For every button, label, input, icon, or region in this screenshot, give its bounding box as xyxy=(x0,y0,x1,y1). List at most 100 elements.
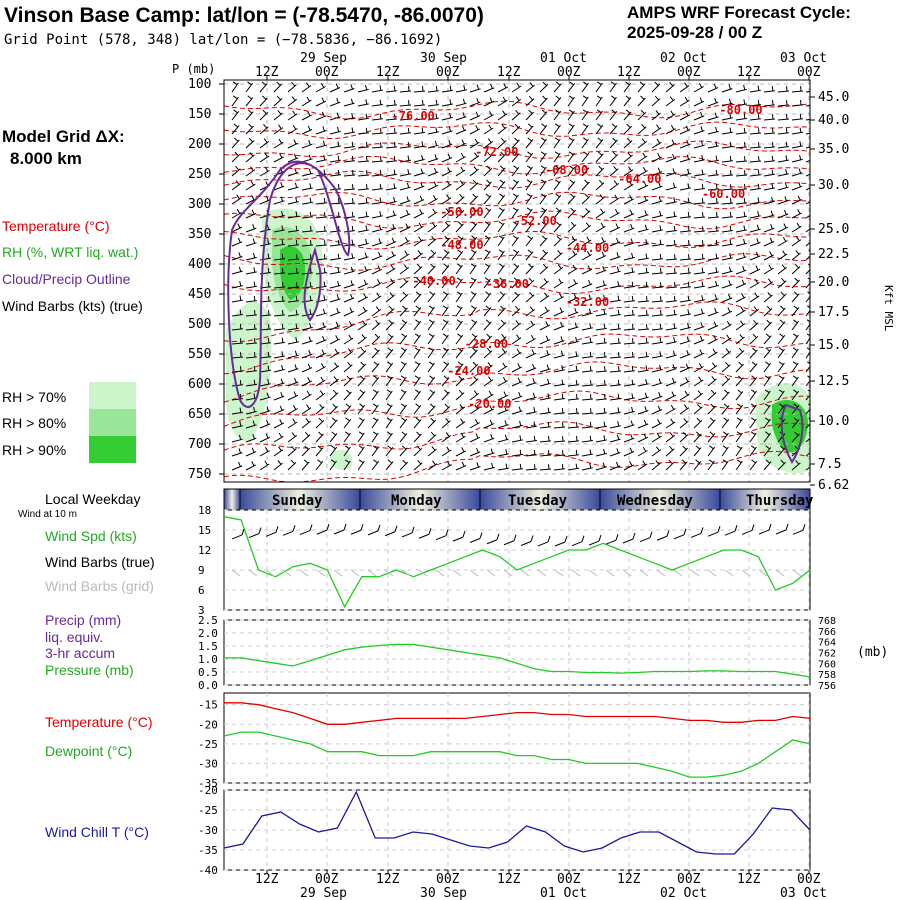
wind-barb-flag xyxy=(754,292,758,298)
wind-barb-flag xyxy=(239,380,242,386)
wind-barb xyxy=(693,460,702,471)
wind-barb xyxy=(553,468,565,471)
wind-barb-flag xyxy=(714,98,717,104)
wind-barb-flag xyxy=(726,334,730,340)
bottom-date-label: 01 Oct xyxy=(540,886,587,900)
wind-barb xyxy=(609,212,620,219)
wind-barb-flag xyxy=(757,85,760,91)
wind-barb-flag xyxy=(279,405,283,411)
wind-barb-flag xyxy=(616,237,619,243)
wind-barb-flag xyxy=(613,180,618,185)
wind-barb-flag xyxy=(352,184,354,190)
wind-barb xyxy=(315,433,324,443)
wind-barb-flag xyxy=(379,113,382,120)
temperature-contour xyxy=(224,121,809,140)
wind-barb-flag xyxy=(644,210,647,216)
wind-barb-flag xyxy=(603,421,606,427)
wind-barb-flag xyxy=(292,418,296,424)
wind-barb-flag xyxy=(372,417,378,422)
wind-barb-flag xyxy=(548,450,550,456)
wind-barb-flag xyxy=(769,237,773,243)
wind-barb-flag xyxy=(715,141,718,147)
wind-barb-flag xyxy=(393,169,396,175)
wind-barb-flag xyxy=(237,223,241,229)
pressure-tick-label: 700 xyxy=(188,437,211,452)
wind-barb-flag xyxy=(499,165,505,170)
wind-barb xyxy=(259,463,270,471)
wind-barb xyxy=(273,409,285,415)
wind-barb xyxy=(371,282,382,289)
wind-barb-flag xyxy=(503,83,507,89)
wind-barb-flag xyxy=(251,461,255,467)
wind-barb-flag xyxy=(573,293,577,299)
wind-barb-flag xyxy=(500,151,505,156)
wind-barb-flag xyxy=(697,390,702,395)
wind-barb-flag xyxy=(238,461,241,467)
surface-wind-barb xyxy=(316,529,328,535)
wind-barb-flag xyxy=(417,459,422,465)
wind-barb xyxy=(497,126,507,135)
wind-barb-flag xyxy=(809,222,810,224)
wind-barb xyxy=(231,125,240,135)
wind-barb-flag xyxy=(239,407,242,413)
wind-barb-flag xyxy=(728,98,732,104)
wind-barb-flag xyxy=(695,459,700,464)
wind-barb-flag xyxy=(295,309,298,315)
wind-barb-flag xyxy=(457,235,463,240)
wind-barb xyxy=(651,328,663,331)
wind-barb xyxy=(413,320,422,331)
wind-barb xyxy=(735,132,747,135)
weekday-label-wednesday: Wednesday xyxy=(617,493,693,509)
wind-barb-flag xyxy=(682,431,687,437)
wind-barb xyxy=(441,157,453,163)
wind-barb-flag xyxy=(655,446,660,452)
wind-barb-flag xyxy=(575,336,578,343)
wind-barb-flag xyxy=(415,291,421,296)
wind-barb-flag xyxy=(670,404,675,410)
wind-barb-flag xyxy=(306,390,311,396)
wind-barb-flag xyxy=(603,294,606,301)
wind-barb-flag xyxy=(574,322,578,328)
wind-barb-flag xyxy=(540,179,546,184)
pressure-tick-label: 758 xyxy=(818,670,836,681)
wind-barb xyxy=(413,118,425,121)
wind-barb-flag xyxy=(533,435,536,441)
wind-barb xyxy=(231,425,243,429)
wind-barb-flag xyxy=(779,319,785,324)
wind-barb-flag xyxy=(252,224,255,230)
wind-barb xyxy=(357,117,369,121)
wind-barb-flag xyxy=(541,109,547,114)
wind-barb-flag xyxy=(346,389,351,394)
wind-barb-flag xyxy=(771,169,774,175)
wind-barb-flag xyxy=(751,445,756,450)
wind-barb-flag xyxy=(700,140,704,146)
wind-barb xyxy=(581,254,592,261)
kft-tick-label: 30.0 xyxy=(818,178,849,193)
wind-barb-flag xyxy=(351,127,354,133)
wind-barb-flag xyxy=(252,434,255,440)
wind-barb-flag xyxy=(698,362,703,368)
grid-wind-barb xyxy=(588,569,598,577)
wind-barb-flag xyxy=(561,365,564,371)
wind-barb xyxy=(483,408,495,415)
wind-barb-flag xyxy=(547,378,550,385)
wind-barb xyxy=(469,335,478,345)
temperature-label: -24.00 xyxy=(447,364,490,378)
wind-barb-flag xyxy=(306,96,311,102)
wind-barb-flag xyxy=(757,197,760,203)
wind-barb-flag xyxy=(394,100,396,106)
wind-barb xyxy=(665,201,677,205)
wind-barb xyxy=(343,230,355,233)
wind-barb-flag xyxy=(365,211,368,217)
wind-barb-flag xyxy=(337,280,340,287)
wind-barb-flag xyxy=(415,319,420,324)
surface-wind-barb-flag xyxy=(360,524,364,531)
wind-barb xyxy=(497,99,508,107)
wind-barb xyxy=(595,412,607,415)
wind-barb xyxy=(721,270,733,275)
temperature-label: -36.00 xyxy=(486,277,529,291)
wind-barb-flag xyxy=(795,250,800,255)
wind-barb-flag xyxy=(645,365,648,371)
wind-barb-flag xyxy=(458,375,463,380)
wind-barb xyxy=(511,236,519,247)
